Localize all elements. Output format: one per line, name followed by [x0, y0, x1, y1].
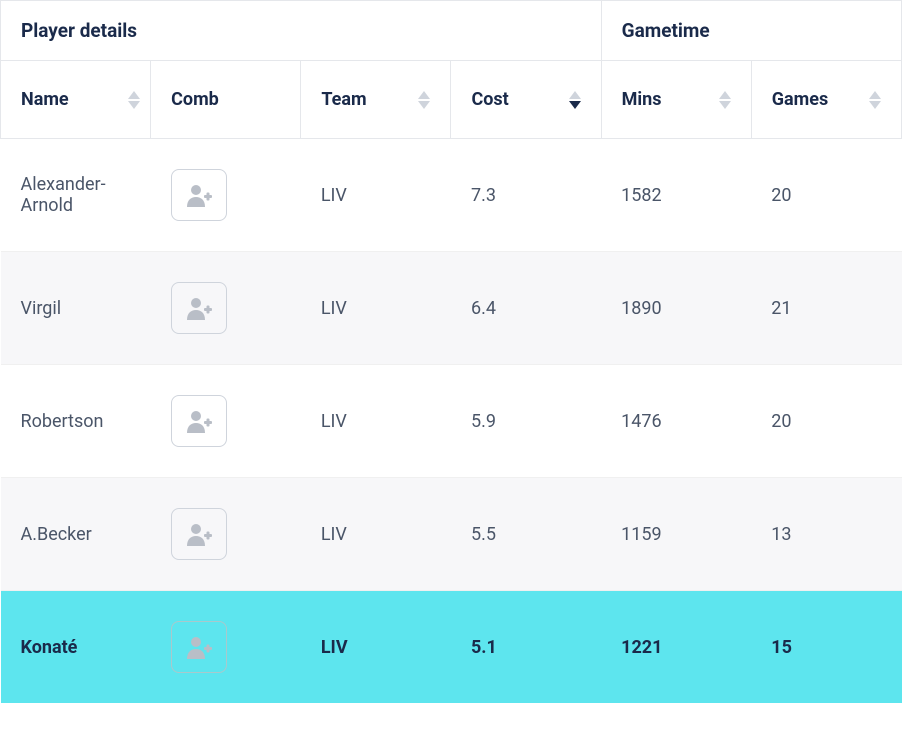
add-user-button[interactable] — [171, 169, 227, 221]
column-header-label: Cost — [471, 89, 508, 110]
player-team: LIV — [301, 139, 451, 252]
column-header-cost[interactable]: Cost — [451, 61, 601, 139]
group-header-player-details: Player details — [1, 1, 602, 61]
add-user-icon — [185, 635, 213, 659]
column-header-label: Team — [321, 89, 366, 110]
sort-icon — [569, 91, 581, 109]
comb-cell — [151, 478, 301, 591]
player-name: Konaté — [1, 591, 151, 704]
table-row: Konaté LIV5.1122115 — [1, 591, 902, 704]
column-header-games[interactable]: Games — [751, 61, 901, 139]
table-row: Robertson LIV5.9147620 — [1, 365, 902, 478]
sort-icon — [719, 91, 731, 109]
column-header-label: Comb — [171, 89, 219, 110]
player-games: 20 — [751, 365, 901, 478]
player-name: Virgil — [1, 252, 151, 365]
sort-icon — [418, 91, 430, 109]
player-name: Robertson — [1, 365, 151, 478]
player-mins: 1221 — [601, 591, 751, 704]
player-mins: 1159 — [601, 478, 751, 591]
comb-cell — [151, 252, 301, 365]
player-name: A.Becker — [1, 478, 151, 591]
table-row: Virgil LIV6.4189021 — [1, 252, 902, 365]
player-games: 15 — [751, 591, 901, 704]
add-user-button[interactable] — [171, 282, 227, 334]
sort-icon — [128, 91, 140, 109]
group-header-label: Gametime — [622, 19, 710, 42]
add-user-icon — [185, 522, 213, 546]
player-team: LIV — [301, 252, 451, 365]
column-header-label: Mins — [622, 89, 662, 110]
comb-cell — [151, 139, 301, 252]
column-header-team[interactable]: Team — [301, 61, 451, 139]
player-mins: 1476 — [601, 365, 751, 478]
add-user-button[interactable] — [171, 621, 227, 673]
table-row: Alexander-Arnold LIV7.3158220 — [1, 139, 902, 252]
player-games: 21 — [751, 252, 901, 365]
player-cost: 5.9 — [451, 365, 601, 478]
player-team: LIV — [301, 365, 451, 478]
column-header-mins[interactable]: Mins — [601, 61, 751, 139]
add-user-button[interactable] — [171, 508, 227, 560]
group-header-label: Player details — [21, 19, 137, 42]
add-user-icon — [185, 409, 213, 433]
sort-icon — [869, 91, 881, 109]
column-header-comb: Comb — [151, 61, 301, 139]
player-cost: 5.5 — [451, 478, 601, 591]
player-mins: 1890 — [601, 252, 751, 365]
player-cost: 5.1 — [451, 591, 601, 704]
add-user-button[interactable] — [171, 395, 227, 447]
column-header-name[interactable]: Name — [1, 61, 151, 139]
comb-cell — [151, 591, 301, 704]
group-header-gametime: Gametime — [601, 1, 901, 61]
player-team: LIV — [301, 478, 451, 591]
player-team: LIV — [301, 591, 451, 704]
player-mins: 1582 — [601, 139, 751, 252]
comb-cell — [151, 365, 301, 478]
table-row: A.Becker LIV5.5115913 — [1, 478, 902, 591]
player-table: Player details Gametime Name Comb Team Cost… — [0, 0, 902, 703]
player-games: 20 — [751, 139, 901, 252]
player-cost: 6.4 — [451, 252, 601, 365]
player-name: Alexander-Arnold — [1, 139, 151, 252]
add-user-icon — [185, 296, 213, 320]
player-cost: 7.3 — [451, 139, 601, 252]
column-header-label: Games — [772, 89, 828, 110]
add-user-icon — [185, 183, 213, 207]
column-header-label: Name — [21, 89, 69, 110]
player-games: 13 — [751, 478, 901, 591]
